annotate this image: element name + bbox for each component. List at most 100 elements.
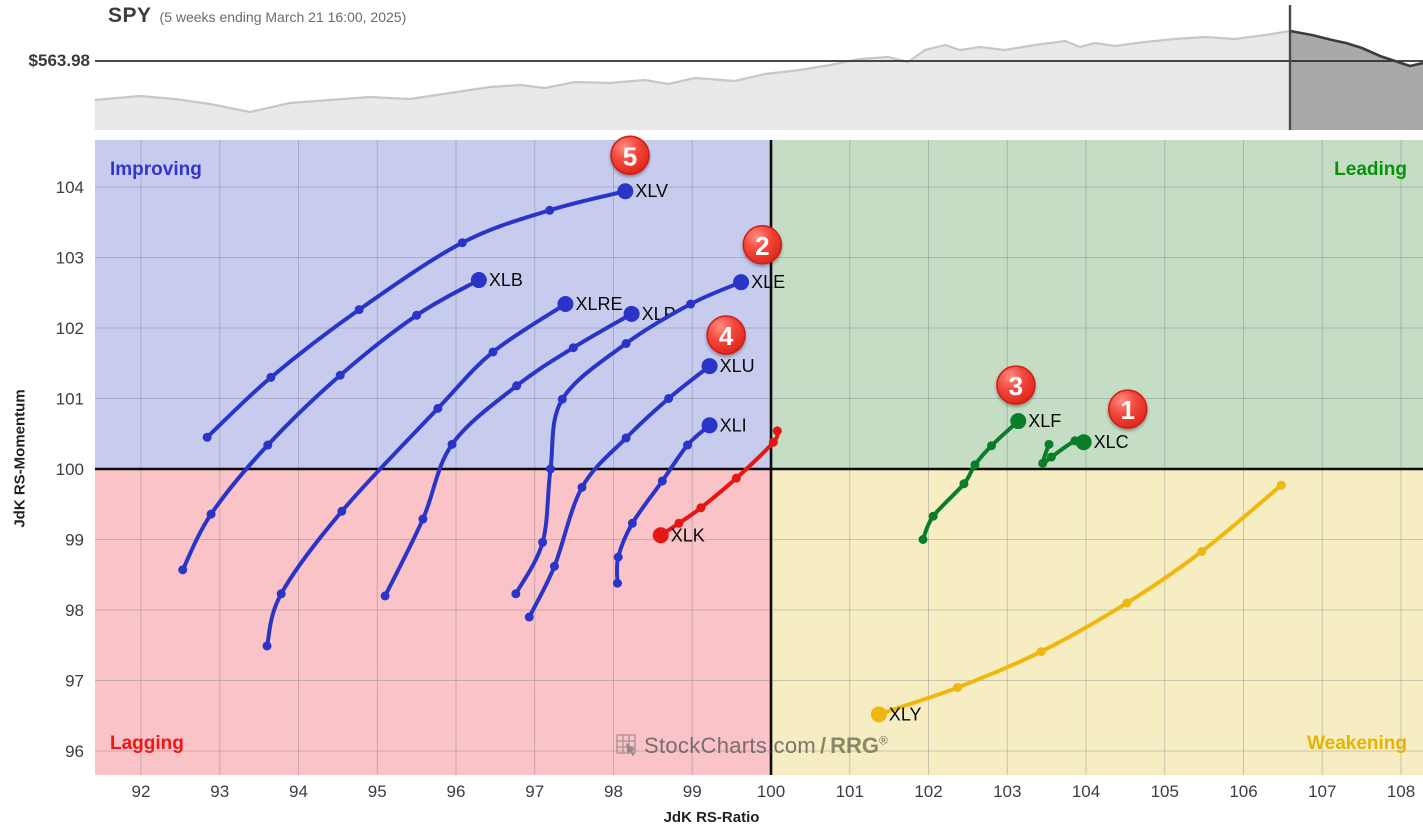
tail-point	[953, 683, 963, 693]
tail-point	[918, 535, 928, 544]
y-tick-label: 97	[65, 672, 84, 691]
x-axis-title: JdK RS-Ratio	[663, 809, 760, 826]
tail-point	[1122, 598, 1132, 608]
sector-tails[interactable]: XLV XLB XLRE XLP XLE XLU XLI XLK XLF XLC XLY	[178, 181, 1286, 724]
head-XLC[interactable]	[1075, 434, 1092, 451]
number-badges: 1 2 3 4 5	[610, 135, 1148, 429]
badge-circle	[742, 225, 783, 265]
badge-circle	[610, 135, 650, 176]
tail-point	[928, 511, 938, 521]
series-XLRE[interactable]: XLRE	[262, 294, 623, 651]
tail-point	[457, 238, 467, 248]
x-tick-label: 100	[757, 782, 785, 801]
label-XLY: XLY	[889, 704, 922, 724]
tail-point	[557, 394, 567, 404]
series-XLB[interactable]: XLB	[178, 270, 523, 575]
series-XLU[interactable]: XLU	[524, 356, 755, 622]
series-XLF[interactable]: XLF	[918, 411, 1061, 544]
badge-5: 5	[610, 135, 650, 176]
tail-point	[511, 589, 521, 599]
chart-header: SPY (5 weeks ending March 21 16:00, 2025…	[108, 4, 406, 28]
series-XLC[interactable]: XLC	[1038, 432, 1129, 468]
series-XLV[interactable]: XLV	[202, 181, 668, 442]
tail-XLY	[876, 483, 1284, 717]
tail-point	[276, 589, 286, 599]
head-XLK[interactable]	[652, 527, 669, 544]
tail-point	[1038, 458, 1048, 468]
x-tick-label: 105	[1151, 782, 1179, 801]
registered-mark: ®	[879, 733, 888, 748]
tail-point	[577, 482, 587, 492]
series-XLY[interactable]: XLY	[870, 480, 1286, 725]
tail-point	[202, 432, 212, 442]
tail-point	[731, 473, 741, 483]
badge-4: 4	[706, 315, 746, 355]
tail-point	[959, 479, 969, 489]
x-tick-label: 99	[683, 782, 702, 801]
head-XLU[interactable]	[701, 358, 718, 375]
watermark-brand: StockCharts.com	[644, 733, 816, 758]
tail-point	[524, 612, 534, 622]
tail-point	[612, 578, 622, 588]
tail-point	[178, 565, 188, 575]
tail-point	[1276, 480, 1286, 490]
x-tick-label: 103	[993, 782, 1021, 801]
tail-point	[447, 439, 457, 449]
tail-point	[488, 347, 498, 357]
quadrant-label-leading: Leading	[1334, 159, 1407, 180]
y-tick-label: 104	[56, 178, 84, 197]
tail-point	[657, 476, 667, 486]
tail-point	[335, 370, 345, 380]
badge-circle	[1107, 389, 1148, 429]
series-XLI[interactable]: XLI	[612, 415, 747, 588]
badge-3: 3	[996, 365, 1036, 405]
label-XLRE: XLRE	[575, 294, 622, 314]
series-XLK[interactable]: XLK	[652, 426, 782, 545]
stockcharts-grid-icon	[616, 734, 636, 756]
y-tick-label: 102	[56, 319, 84, 338]
series-XLP[interactable]: XLP	[380, 304, 676, 601]
head-XLY[interactable]	[870, 706, 887, 723]
spy-sparkline	[94, 5, 1423, 130]
tail-point	[1197, 546, 1207, 556]
x-tick-label: 96	[447, 782, 466, 801]
x-tick-label: 94	[289, 782, 308, 801]
quadrant-lagging-bg	[95, 469, 771, 775]
head-XLF[interactable]	[1010, 413, 1027, 430]
y-tick-label: 98	[65, 601, 84, 620]
watermark: StockCharts.com / RRG®	[616, 733, 888, 759]
head-XLRE[interactable]	[557, 296, 574, 313]
head-XLP[interactable]	[623, 305, 640, 322]
price-label: $563.98	[28, 51, 90, 70]
tail-point	[1036, 647, 1046, 657]
badge-circle	[706, 315, 746, 355]
y-tick-label: 100	[56, 460, 84, 479]
tail-point	[621, 433, 631, 443]
tail-point	[546, 464, 555, 474]
tail-point	[354, 305, 364, 315]
tail-point	[433, 403, 443, 413]
head-XLB[interactable]	[470, 272, 487, 289]
x-tick-label: 104	[1072, 782, 1100, 801]
head-XLE[interactable]	[733, 274, 750, 291]
badge-2: 2	[742, 225, 783, 265]
head-XLI[interactable]	[701, 417, 718, 434]
tail-point	[696, 503, 706, 513]
spark-line-light	[94, 29, 1291, 114]
period-subtitle: (5 weeks ending March 21 16:00, 2025)	[159, 9, 407, 25]
head-XLV[interactable]	[617, 183, 634, 200]
x-tick-label: 107	[1308, 782, 1336, 801]
tail-point	[412, 310, 422, 320]
tail-point	[512, 381, 522, 391]
tail-point	[538, 537, 548, 547]
badge-1: 1	[1107, 389, 1148, 429]
quadrant-label-lagging: Lagging	[110, 733, 184, 754]
y-tick-label: 96	[65, 742, 84, 761]
series-XLE[interactable]: XLE	[511, 272, 785, 599]
label-XLB: XLB	[489, 270, 523, 290]
x-tick-label: 102	[914, 782, 942, 801]
y-tick-label: 99	[65, 531, 84, 550]
tail-point	[266, 372, 276, 382]
tail-point	[674, 518, 684, 528]
